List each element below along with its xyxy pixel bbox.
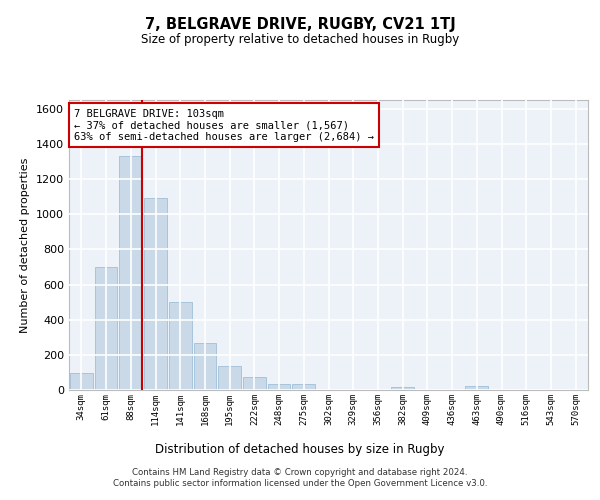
- Text: Size of property relative to detached houses in Rugby: Size of property relative to detached ho…: [141, 32, 459, 46]
- Text: 7, BELGRAVE DRIVE, RUGBY, CV21 1TJ: 7, BELGRAVE DRIVE, RUGBY, CV21 1TJ: [145, 18, 455, 32]
- Text: Distribution of detached houses by size in Rugby: Distribution of detached houses by size …: [155, 442, 445, 456]
- Bar: [144, 198, 167, 390]
- Y-axis label: Number of detached properties: Number of detached properties: [20, 158, 31, 332]
- Bar: [95, 267, 118, 390]
- Bar: [466, 386, 488, 390]
- Bar: [268, 384, 290, 390]
- Bar: [218, 366, 241, 390]
- Bar: [169, 302, 191, 390]
- Bar: [119, 156, 142, 390]
- Text: Contains HM Land Registry data © Crown copyright and database right 2024.: Contains HM Land Registry data © Crown c…: [132, 468, 468, 477]
- Bar: [70, 374, 93, 390]
- Bar: [243, 378, 266, 390]
- Bar: [292, 384, 315, 390]
- Bar: [391, 388, 414, 390]
- Bar: [194, 342, 216, 390]
- Text: Contains public sector information licensed under the Open Government Licence v3: Contains public sector information licen…: [113, 480, 487, 488]
- Text: 7 BELGRAVE DRIVE: 103sqm
← 37% of detached houses are smaller (1,567)
63% of sem: 7 BELGRAVE DRIVE: 103sqm ← 37% of detach…: [74, 108, 374, 142]
